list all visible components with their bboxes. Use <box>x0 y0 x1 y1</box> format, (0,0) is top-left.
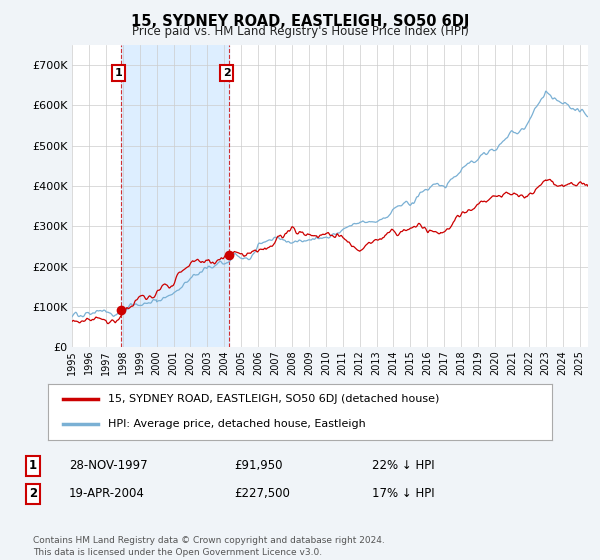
Text: Price paid vs. HM Land Registry's House Price Index (HPI): Price paid vs. HM Land Registry's House … <box>131 25 469 38</box>
Text: 15, SYDNEY ROAD, EASTLEIGH, SO50 6DJ: 15, SYDNEY ROAD, EASTLEIGH, SO50 6DJ <box>131 14 469 29</box>
Text: 2: 2 <box>29 487 37 501</box>
Text: £91,950: £91,950 <box>234 459 283 473</box>
Text: 19-APR-2004: 19-APR-2004 <box>69 487 145 501</box>
Text: Contains HM Land Registry data © Crown copyright and database right 2024.
This d: Contains HM Land Registry data © Crown c… <box>33 536 385 557</box>
Text: 2: 2 <box>223 68 230 78</box>
Text: 1: 1 <box>115 68 122 78</box>
Text: £227,500: £227,500 <box>234 487 290 501</box>
Text: 17% ↓ HPI: 17% ↓ HPI <box>372 487 434 501</box>
Bar <box>121 45 229 347</box>
Text: 28-NOV-1997: 28-NOV-1997 <box>69 459 148 473</box>
Text: 22% ↓ HPI: 22% ↓ HPI <box>372 459 434 473</box>
Text: HPI: Average price, detached house, Eastleigh: HPI: Average price, detached house, East… <box>109 419 366 429</box>
Text: 15, SYDNEY ROAD, EASTLEIGH, SO50 6DJ (detached house): 15, SYDNEY ROAD, EASTLEIGH, SO50 6DJ (de… <box>109 394 440 404</box>
Text: 1: 1 <box>29 459 37 473</box>
